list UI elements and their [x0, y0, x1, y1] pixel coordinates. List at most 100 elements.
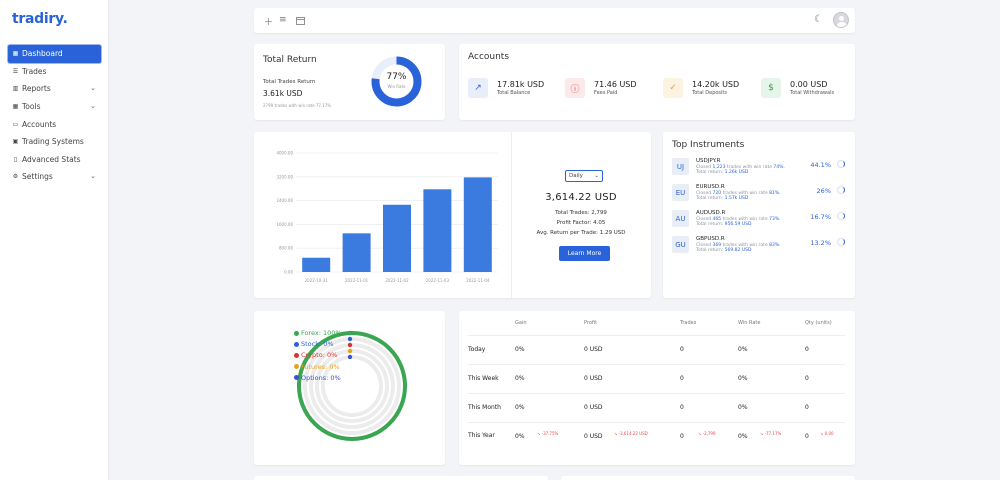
bar[interactable]: [342, 233, 371, 272]
total-deposits: ✓ 14.20k USD Total Deposits: [663, 78, 739, 98]
instrument-row[interactable]: GU GBPUSD.R Closed 369 trades with win rat…: [672, 236, 847, 258]
instrument-stats: Closed 465 trades with win rate 73%.: [696, 216, 781, 222]
bar[interactable]: [383, 204, 411, 272]
fees-paid-value: 71.46 USD: [594, 80, 637, 89]
total-balance-label: Total Balance: [497, 90, 531, 96]
period-select[interactable]: Daily ⌄: [565, 170, 603, 182]
delta-profit: ↘ -3,614.22 USD: [614, 431, 648, 437]
profit-factor-value: 4.05: [593, 220, 606, 226]
legend-label: Options: 0%: [301, 373, 341, 382]
sidebar-item-tools[interactable]: ▦ Tools ⌄: [8, 98, 101, 116]
sidebar-item-label: Trading Systems: [22, 137, 84, 147]
cell-qty: 0: [805, 374, 809, 382]
learn-more-button[interactable]: Learn More: [559, 246, 610, 261]
x-tick-label: 2022-10-31: [305, 278, 329, 283]
plus-icon[interactable]: ＋: [264, 18, 274, 28]
instrument-badge: EU: [672, 184, 689, 201]
instrument-pct: 26%: [816, 187, 831, 195]
avatar[interactable]: [833, 12, 849, 28]
chevron-down-icon: ⌄: [90, 172, 96, 181]
legend-label: Futures: 0%: [301, 362, 340, 371]
total-return-title: Total Return: [263, 55, 317, 65]
instrument-pct: 13.2%: [810, 239, 831, 247]
closed-count: 1,223: [712, 164, 726, 170]
total-trades-value: 2,799: [591, 210, 607, 216]
instrument-name: AUDUSD.R: [696, 210, 726, 216]
radial-arc[interactable]: [297, 331, 407, 441]
total-return-note: 2799 trades with win rate 77.17%: [263, 103, 332, 108]
cell-qty: 0: [805, 433, 809, 441]
cell-trades: 0: [680, 374, 684, 382]
instrument-badge: GU: [672, 236, 689, 253]
legend-label: Crypto: 0%: [301, 351, 338, 360]
total-trades-line: Total Trades: 2,799: [511, 210, 651, 216]
bar[interactable]: [463, 177, 492, 272]
total-return-value: 3.61k USD: [263, 89, 303, 98]
instrument-return: Total return: 1.57k USD: [696, 196, 749, 201]
period-row-label: This Month: [468, 403, 501, 411]
legend-label: Forex: 100%: [301, 329, 342, 337]
radial-start-dot: [347, 330, 353, 336]
daily-return-bar-chart: 4000.00 3200.00 2400.00 1600.00 800.00 0.00 20…: [276, 151, 498, 283]
fees-paid-label: Fees Paid: [594, 90, 618, 96]
sidebar-item-reports[interactable]: ▥ Reports ⌄: [8, 80, 101, 98]
win-rate-pct: 77%: [386, 72, 407, 82]
sidebar-item-settings[interactable]: ⚙ Settings ⌄: [8, 168, 101, 186]
radial-start-dot: [347, 348, 353, 354]
instrument-return: Total return: 1.26k USD: [696, 170, 749, 175]
profit-factor-label: Profit Factor:: [556, 220, 592, 226]
return-value: 1.26k USD: [724, 170, 749, 175]
cell-trades: 0: [680, 433, 684, 441]
cell-trades: 0: [680, 403, 684, 411]
x-tick-label: 2022-11-01: [345, 278, 369, 283]
win-rate-donut: [371, 56, 422, 107]
instrument-name: GBPUSD.R: [696, 236, 725, 242]
instrument-row[interactable]: EU EURUSD.R Closed 720 trades with win rat…: [672, 184, 847, 206]
sidebar-item-label: Trades: [22, 66, 47, 76]
dollar-icon: $: [761, 78, 781, 98]
total-withdrawals-label: Total Withdrawals: [790, 90, 835, 96]
chart-icon: ▥: [12, 85, 19, 93]
bar[interactable]: [302, 257, 331, 272]
cell-win-rate: 0%: [738, 433, 748, 441]
calendar-icon[interactable]: [296, 16, 305, 25]
instrument-row[interactable]: UJ USDJPY.R Closed 1,223 trades with win r…: [672, 158, 847, 180]
period-stats-card: [459, 311, 855, 465]
filter-icon[interactable]: ≡: [279, 15, 287, 25]
gear-icon: ⚙: [12, 173, 19, 181]
book-icon: ▯: [13, 155, 18, 163]
cell-win-rate: 0%: [738, 346, 748, 353]
row-divider: [468, 335, 845, 336]
col-qty: Qty (units): [805, 320, 832, 326]
delta-qty: ↘ 0.00: [820, 431, 834, 437]
x-tick-label: 2022-11-04: [466, 278, 490, 283]
legend-item: Stock: 0%: [294, 340, 334, 348]
cell-profit: 0 USD: [584, 433, 603, 441]
legend-item: Forex: 100%: [294, 329, 342, 337]
sidebar-item-advanced-stats[interactable]: ▯ Advanced Stats: [8, 151, 101, 169]
instrument-pct: 44.1%: [810, 161, 831, 169]
list-icon: ☰: [12, 67, 19, 75]
legend-item: Futures: 0%: [294, 363, 340, 371]
sidebar-item-label: Dashboard: [22, 49, 63, 59]
cell-win-rate: 0%: [738, 374, 748, 382]
sidebar-item-trading-systems[interactable]: ▣ Trading Systems: [8, 133, 101, 151]
legend-dot-icon: [294, 330, 299, 336]
bottom-card-right: [561, 476, 855, 480]
period-row-label: This Week: [468, 374, 499, 382]
instrument-stats: Closed 369 trades with win rate 83%.: [696, 242, 781, 248]
instrument-row[interactable]: AU AUDUSD.R Closed 465 trades with win rat…: [672, 210, 847, 232]
col-gain: Gain: [515, 320, 527, 326]
progress-ring-icon: [837, 212, 845, 220]
moon-icon[interactable]: ☾: [814, 14, 823, 25]
bar[interactable]: [423, 189, 452, 272]
col-win-rate: Win Rate: [738, 320, 761, 326]
sidebar-item-dashboard[interactable]: ▦ Dashboard: [8, 45, 101, 63]
sidebar-item-accounts[interactable]: ▭ Accounts: [8, 115, 101, 133]
sidebar-item-trades[interactable]: ☰ Trades: [8, 63, 101, 81]
total-withdrawals-value: 0.00 USD: [790, 80, 828, 89]
cell-gain: 0%: [515, 403, 525, 411]
app-logo: tradiry.: [12, 11, 68, 27]
period-select-value: Daily: [569, 173, 583, 179]
y-tick-label: 1600.00: [276, 222, 293, 227]
